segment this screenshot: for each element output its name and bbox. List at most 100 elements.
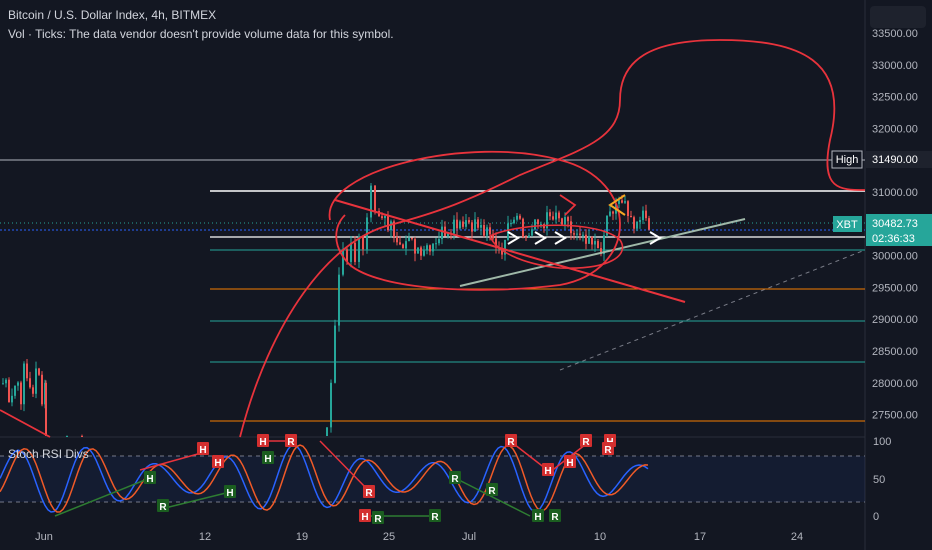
left-red-line (0, 409, 51, 438)
candle-body (374, 185, 376, 212)
stoch-tick-label: 0 (873, 511, 879, 523)
white-arrows (507, 231, 662, 245)
price-tick-label: 28500.00 (872, 346, 918, 358)
candle-body (342, 249, 344, 275)
candle-body (537, 219, 539, 225)
divergence-marker: R (157, 499, 169, 513)
candle-body (32, 387, 34, 394)
candle-body (495, 238, 497, 248)
candle-body (570, 221, 572, 234)
candle-body (26, 363, 28, 379)
candle-body (381, 216, 383, 219)
svg-text:R: R (507, 437, 515, 448)
divergence-marker: H (564, 455, 576, 469)
price-tick-label: 28000.00 (872, 378, 918, 390)
candle-body (636, 221, 638, 229)
candle-body (17, 382, 19, 386)
candle-body (11, 395, 13, 403)
candle-body (546, 212, 548, 229)
candle-body (525, 237, 527, 239)
high-value: 31490.00 (872, 154, 918, 166)
candle-body (471, 222, 473, 232)
candle-body (29, 378, 31, 388)
candle-body (504, 239, 506, 255)
divergence-line (54, 477, 151, 517)
divergence-marker: R (449, 471, 461, 485)
time-axis[interactable]: Jun 12 19 25 Jul 10 17 24 (35, 531, 803, 543)
svg-text:R: R (488, 486, 496, 497)
volume-note: Vol · Ticks: The data vendor doesn't pro… (8, 27, 394, 41)
time-tick-label: 17 (694, 531, 706, 543)
candle-body (438, 239, 440, 244)
candle-body (399, 242, 401, 245)
candle-body (453, 219, 455, 234)
symbol-badge: XBT (836, 219, 858, 231)
candle-body (465, 220, 467, 227)
candle-body (474, 219, 476, 232)
candle-body (585, 234, 587, 244)
candle-body (609, 211, 611, 216)
candle-body (35, 368, 37, 394)
candle-body (81, 436, 83, 437)
price-tick-label: 33000.00 (872, 60, 918, 72)
horizontal-levels (0, 159, 865, 422)
candle-body (564, 217, 566, 225)
candle-body (441, 226, 443, 240)
candle-body (576, 233, 578, 235)
candle-body (540, 224, 542, 226)
candle-body (8, 379, 10, 403)
divergence-marker: H (359, 509, 371, 523)
candle-body (501, 247, 503, 255)
stoch-tick-label: 100 (873, 436, 891, 448)
candle-body (362, 236, 364, 250)
candle-body (477, 219, 479, 228)
candle-body (573, 233, 575, 235)
svg-text:H: H (214, 458, 221, 469)
divergence-marker: R (372, 511, 384, 525)
candle-body (582, 234, 584, 236)
candle-body (456, 219, 458, 229)
price-tick-label: 31000.00 (872, 187, 918, 199)
candle-body (624, 201, 626, 203)
price-tick-label: 33500.00 (872, 28, 918, 40)
svg-text:H: H (361, 512, 368, 523)
candle-body (633, 217, 635, 229)
divergence-marker: R (285, 434, 297, 448)
candle-body (429, 245, 431, 252)
candle-body (38, 368, 40, 375)
last-price-value: 30482.73 (872, 218, 918, 230)
candle-body (411, 237, 413, 240)
candle-body (390, 221, 392, 231)
candle-body (513, 219, 515, 224)
candle-body (423, 250, 425, 256)
toolbar-button[interactable] (870, 6, 926, 28)
symbol-title[interactable]: Bitcoin / U.S. Dollar Index, 4h, BITMEX (8, 8, 217, 22)
candle-body (606, 215, 608, 236)
candle-body (338, 274, 340, 326)
price-pane[interactable] (0, 0, 865, 437)
divergence-line (139, 451, 206, 471)
candle-body (354, 242, 356, 262)
candle-body (417, 247, 419, 254)
divergence-marker: R (486, 483, 498, 497)
candle-body (414, 239, 416, 254)
svg-text:R: R (159, 502, 167, 513)
candle-body (405, 241, 407, 249)
orange-arrow (608, 194, 626, 216)
stoch-rsi: HHHRHRHHHRRRRRRHHRHRHR (0, 434, 865, 525)
candle-body (531, 229, 533, 236)
freehand-path (239, 39, 866, 438)
price-tick-label: 29500.00 (872, 282, 918, 294)
svg-text:H: H (534, 512, 541, 523)
candle-body (396, 236, 398, 243)
svg-text:H: H (146, 474, 153, 485)
svg-text:R: R (604, 445, 612, 456)
candle-body (393, 221, 395, 237)
candle-body (645, 210, 647, 219)
dashed-projection-line (559, 249, 866, 371)
countdown-timer: 02:36:33 (872, 233, 915, 245)
indicator-title[interactable]: Stoch RSI Divs (8, 447, 89, 461)
candle-body (330, 382, 332, 428)
candle-body (639, 220, 641, 222)
